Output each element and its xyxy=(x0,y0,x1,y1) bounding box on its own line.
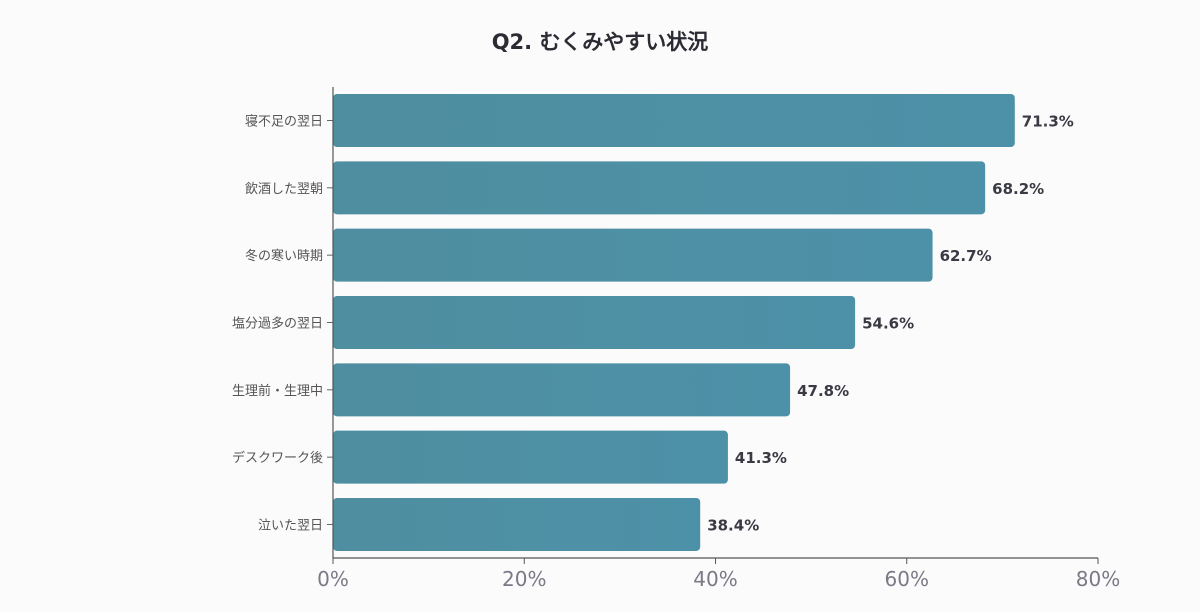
category-label-5: デスクワーク後 xyxy=(232,450,323,466)
category-label-3: 塩分過多の翌日 xyxy=(232,315,323,331)
x-tick-label-3: 60% xyxy=(885,567,929,591)
value-label-0: 71.3% xyxy=(1022,113,1074,131)
x-tick-label-4: 80% xyxy=(1076,567,1120,591)
bar-1 xyxy=(333,161,986,215)
bar-3 xyxy=(333,295,856,349)
bars-layer xyxy=(333,94,1015,551)
category-label-1: 飲酒した翌朝 xyxy=(245,181,323,197)
value-label-2: 62.7% xyxy=(940,247,992,265)
axes-layer xyxy=(327,87,1099,564)
chart-title: Q2. むくみやすい状況 xyxy=(491,30,709,54)
bar-0 xyxy=(333,94,1015,147)
value-label-5: 41.3% xyxy=(735,449,787,467)
bar-4 xyxy=(333,363,791,417)
bar-6 xyxy=(333,497,701,551)
category-label-2: 冬の寒い時期 xyxy=(245,248,323,264)
x-tick-label-2: 40% xyxy=(693,567,737,591)
value-label-6: 38.4% xyxy=(707,516,759,534)
x-tick-label-1: 20% xyxy=(502,567,546,591)
value-label-3: 54.6% xyxy=(862,314,914,332)
value-label-4: 47.8% xyxy=(797,382,849,400)
labels-layer: 寝不足の翌日 71.3% 飲酒した翌朝 68.2% 冬の寒い時期 62.7% 塩分過多の翌日… xyxy=(232,113,1120,592)
category-label-0: 寝不足の翌日 xyxy=(245,114,323,130)
value-label-1: 68.2% xyxy=(992,180,1044,198)
x-tick-label-0: 0% xyxy=(317,567,349,591)
bar-5 xyxy=(333,430,728,484)
bar-2 xyxy=(333,228,933,282)
category-label-4: 生理前・生理中 xyxy=(232,383,323,399)
category-label-6: 泣いた翌日 xyxy=(258,518,323,533)
